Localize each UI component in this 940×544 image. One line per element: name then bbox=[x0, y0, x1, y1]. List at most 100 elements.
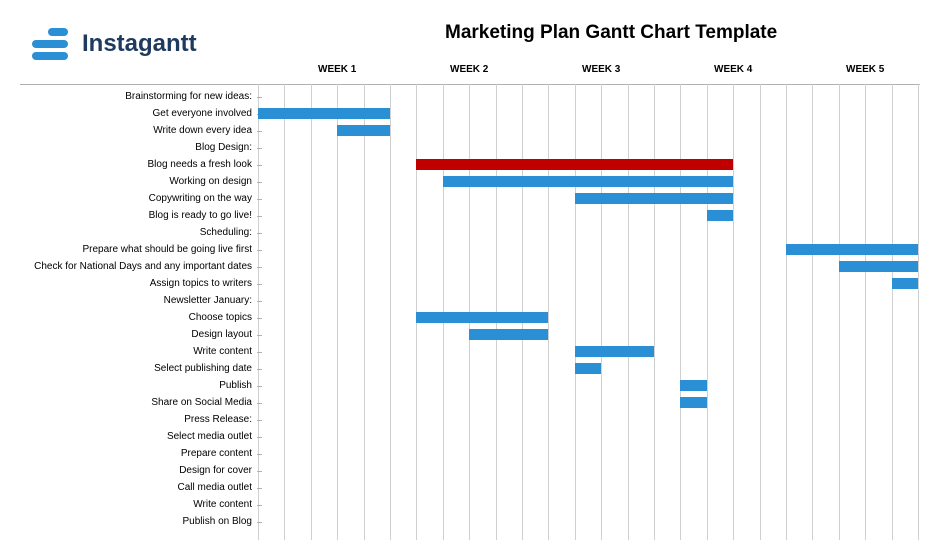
task-label: Design for cover bbox=[179, 465, 252, 476]
week-label: WEEK 5 bbox=[846, 64, 884, 75]
gridline bbox=[918, 84, 919, 540]
bar-row bbox=[258, 292, 918, 309]
logo-bar-2 bbox=[32, 40, 68, 48]
task-label: Blog Design: bbox=[195, 142, 252, 153]
gantt-bar bbox=[469, 329, 548, 340]
bar-row bbox=[258, 224, 918, 241]
task-row: Publish on Blog bbox=[0, 513, 258, 530]
bar-row bbox=[258, 309, 918, 326]
gantt-bar bbox=[680, 380, 706, 391]
bar-row bbox=[258, 496, 918, 513]
task-row: Design layout bbox=[0, 326, 258, 343]
bar-row bbox=[258, 343, 918, 360]
bar-row bbox=[258, 173, 918, 190]
task-row: Working on design bbox=[0, 173, 258, 190]
bar-row bbox=[258, 479, 918, 496]
task-label: Design layout bbox=[191, 329, 252, 340]
task-row: Get everyone involved bbox=[0, 105, 258, 122]
bar-row bbox=[258, 156, 918, 173]
task-row: Blog is ready to go live! bbox=[0, 207, 258, 224]
task-label: Blog is ready to go live! bbox=[149, 210, 252, 221]
bar-row bbox=[258, 326, 918, 343]
gantt-bar bbox=[443, 176, 733, 187]
gantt-bar bbox=[337, 125, 390, 136]
week-labels: WEEK 1WEEK 2WEEK 3WEEK 4WEEK 5 bbox=[0, 60, 940, 84]
task-bars bbox=[258, 88, 918, 530]
task-label: Scheduling: bbox=[200, 227, 252, 238]
task-row: Press Release: bbox=[0, 411, 258, 428]
task-row: Select publishing date bbox=[0, 360, 258, 377]
logo-text: Instagantt bbox=[82, 30, 197, 58]
bar-row bbox=[258, 241, 918, 258]
gantt-bar bbox=[786, 244, 918, 255]
bar-row bbox=[258, 139, 918, 156]
bar-row bbox=[258, 360, 918, 377]
task-label: Assign topics to writers bbox=[150, 278, 252, 289]
task-label: Check for National Days and any importan… bbox=[34, 261, 252, 272]
task-label: Publish on Blog bbox=[183, 516, 253, 527]
bar-row bbox=[258, 394, 918, 411]
bar-row bbox=[258, 445, 918, 462]
gantt-bar bbox=[575, 346, 654, 357]
gantt-bar bbox=[707, 210, 733, 221]
week-label: WEEK 2 bbox=[450, 64, 488, 75]
task-label: Call media outlet bbox=[178, 482, 252, 493]
bar-row bbox=[258, 190, 918, 207]
task-label: Press Release: bbox=[184, 414, 252, 425]
task-label: Write down every idea bbox=[153, 125, 252, 136]
task-label: Publish bbox=[219, 380, 252, 391]
task-label: Share on Social Media bbox=[151, 397, 252, 408]
task-label: Blog needs a fresh look bbox=[147, 159, 252, 170]
week-label: WEEK 3 bbox=[582, 64, 620, 75]
task-label: Choose topics bbox=[189, 312, 252, 323]
logo-bar-1 bbox=[48, 28, 68, 36]
bar-row bbox=[258, 275, 918, 292]
logo-bar-3 bbox=[32, 52, 68, 60]
task-label: Select media outlet bbox=[167, 431, 252, 442]
task-label: Select publishing date bbox=[154, 363, 252, 374]
task-row: Prepare what should be going live first bbox=[0, 241, 258, 258]
bar-row bbox=[258, 411, 918, 428]
bar-row bbox=[258, 88, 918, 105]
task-row: Write content bbox=[0, 496, 258, 513]
task-label: Prepare what should be going live first bbox=[82, 244, 252, 255]
page-title: Marketing Plan Gantt Chart Template bbox=[445, 22, 777, 44]
bar-row bbox=[258, 462, 918, 479]
task-row: Assign topics to writers bbox=[0, 275, 258, 292]
task-row: Copywriting on the way bbox=[0, 190, 258, 207]
logo-icon bbox=[32, 28, 72, 60]
gantt-bar bbox=[839, 261, 918, 272]
task-row: Publish bbox=[0, 377, 258, 394]
bar-row bbox=[258, 207, 918, 224]
task-label: Newsletter January: bbox=[164, 295, 252, 306]
task-label: Brainstorming for new ideas: bbox=[125, 91, 252, 102]
task-label: Working on design bbox=[169, 176, 252, 187]
gantt-bar bbox=[575, 193, 733, 204]
bar-row bbox=[258, 122, 918, 139]
task-row: Select media outlet bbox=[0, 428, 258, 445]
bar-row bbox=[258, 513, 918, 530]
bar-row bbox=[258, 428, 918, 445]
task-row: Write down every idea bbox=[0, 122, 258, 139]
gantt-bar bbox=[680, 397, 706, 408]
task-label: Prepare content bbox=[181, 448, 252, 459]
gantt-bar bbox=[416, 159, 733, 170]
task-row: Write content bbox=[0, 343, 258, 360]
bar-row bbox=[258, 258, 918, 275]
bar-row bbox=[258, 105, 918, 122]
task-row: Brainstorming for new ideas: bbox=[0, 88, 258, 105]
gantt-bar bbox=[575, 363, 601, 374]
task-row: Check for National Days and any importan… bbox=[0, 258, 258, 275]
gantt-bar bbox=[416, 312, 548, 323]
task-row: Blog needs a fresh look bbox=[0, 156, 258, 173]
gantt-chart: WEEK 1WEEK 2WEEK 3WEEK 4WEEK 5 Brainstor… bbox=[0, 60, 940, 540]
task-labels: Brainstorming for new ideas: Get everyone… bbox=[0, 88, 258, 530]
task-row: Newsletter January: bbox=[0, 292, 258, 309]
week-label: WEEK 1 bbox=[318, 64, 356, 75]
task-label: Copywriting on the way bbox=[149, 193, 252, 204]
task-label: Write content bbox=[193, 499, 252, 510]
task-row: Share on Social Media bbox=[0, 394, 258, 411]
bar-row bbox=[258, 377, 918, 394]
gantt-bar bbox=[892, 278, 918, 289]
task-row: Design for cover bbox=[0, 462, 258, 479]
